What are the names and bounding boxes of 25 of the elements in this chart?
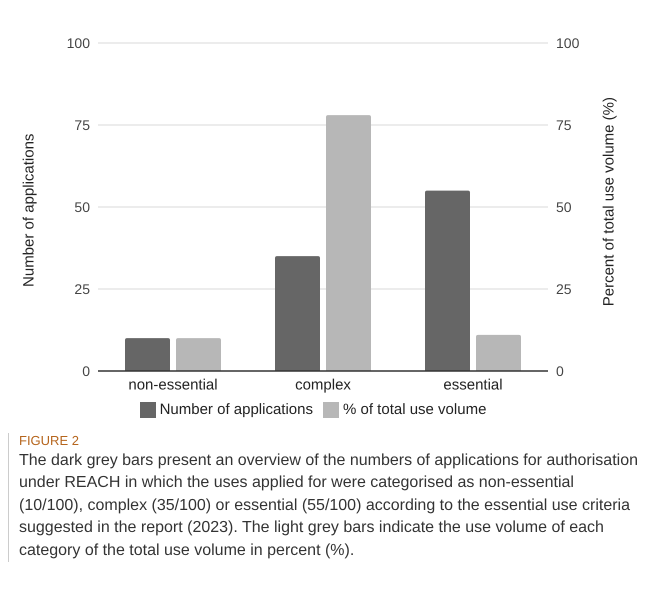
bar	[125, 338, 170, 371]
y2-tick-label: 75	[556, 116, 572, 133]
y2-tick-label: 25	[556, 280, 572, 297]
bar	[476, 334, 521, 371]
legend-label: % of total use volume	[343, 400, 486, 418]
bar	[275, 256, 320, 371]
bar	[176, 338, 221, 371]
legend-label: Number of applications	[160, 400, 313, 418]
bar	[326, 115, 371, 371]
y-tick-label: 0	[82, 362, 90, 379]
bar	[425, 190, 470, 371]
y-tick-label: 25	[74, 280, 90, 297]
caption: FIGURE 2	[19, 433, 80, 448]
x-tick-label: non-essential	[128, 376, 218, 394]
x-tick-label: complex	[295, 376, 352, 394]
y-tick-label: 100	[66, 34, 90, 51]
y2-axis-title: Percent of total use volume (%)	[600, 96, 618, 306]
y2-tick-label: 0	[556, 362, 564, 379]
y2-tick-label: 100	[556, 34, 580, 51]
text: The dark grey bars present an overview of the numbers of applications for authorisation under REACH in which the uses applied for were categorised as non-essential (10/100), complex (35/100) or essential (55/100) according to the essential use criteria suggested in the report (2023). The light grey bars indicate the use volume of each category of the total use volume in percent (%).	[19, 451, 638, 561]
y-tick-label: 50	[74, 198, 90, 215]
x-tick-label: essential	[443, 376, 503, 394]
y-tick-label: 75	[74, 116, 90, 133]
y2-tick-label: 50	[556, 198, 572, 215]
y-axis-title: Number of applications	[20, 134, 38, 287]
